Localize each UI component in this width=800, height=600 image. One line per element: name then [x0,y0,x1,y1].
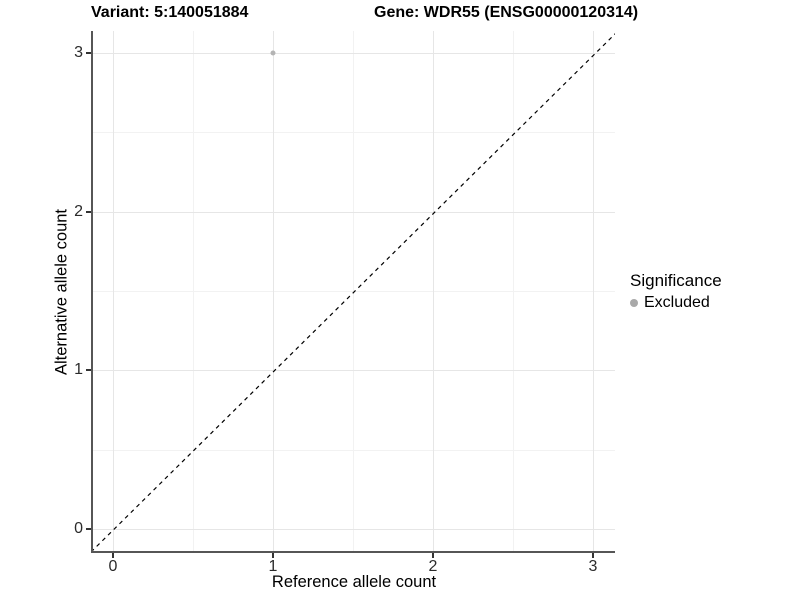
y-axis-title: Alternative allele count [52,208,71,376]
x-tick-2 [432,553,434,558]
gridline-major-x0 [113,31,114,551]
gridline-major-y1 [93,370,615,371]
gridline-major-x1 [273,31,274,551]
y-tick-3 [86,52,91,54]
y-tick-label-2: 2 [74,203,83,220]
data-point-excluded [270,50,276,56]
gene-title: Gene: WDR55 (ENSG00000120314) [374,4,639,21]
gridline-minor-y [93,132,615,133]
gridline-major-x2 [433,31,434,551]
x-tick-label-3: 3 [588,558,598,575]
identity-dashed-line [93,33,615,551]
y-tick-label-3: 3 [74,44,83,61]
legend-item-label: Excluded [644,294,710,311]
legend-item-excluded: Excluded [630,294,722,312]
y-tick-label-0: 0 [74,520,83,537]
y-tick-0 [86,528,91,530]
x-tick-1 [272,553,274,558]
legend: Significance Excluded [630,271,722,312]
legend-key-dot-icon [630,299,638,307]
plot-panel [91,31,615,553]
variant-title: Variant: 5:140051884 [91,4,249,21]
x-tick-label-2: 2 [428,558,438,575]
gridline-major-y0 [93,529,615,530]
x-tick-3 [592,553,594,558]
y-tick-label-1: 1 [74,361,83,378]
gridline-major-y2 [93,212,615,213]
gridline-major-y3 [93,53,615,54]
x-tick-label-1: 1 [268,558,278,575]
x-axis-title: Reference allele count [271,573,437,591]
gridline-major-x3 [593,31,594,551]
y-tick-2 [86,211,91,213]
x-tick-label-0: 0 [108,558,118,575]
gridline-minor-y [93,450,615,451]
y-tick-1 [86,369,91,371]
x-tick-0 [112,553,114,558]
panel-overlay [93,33,615,551]
legend-title: Significance [630,271,722,290]
